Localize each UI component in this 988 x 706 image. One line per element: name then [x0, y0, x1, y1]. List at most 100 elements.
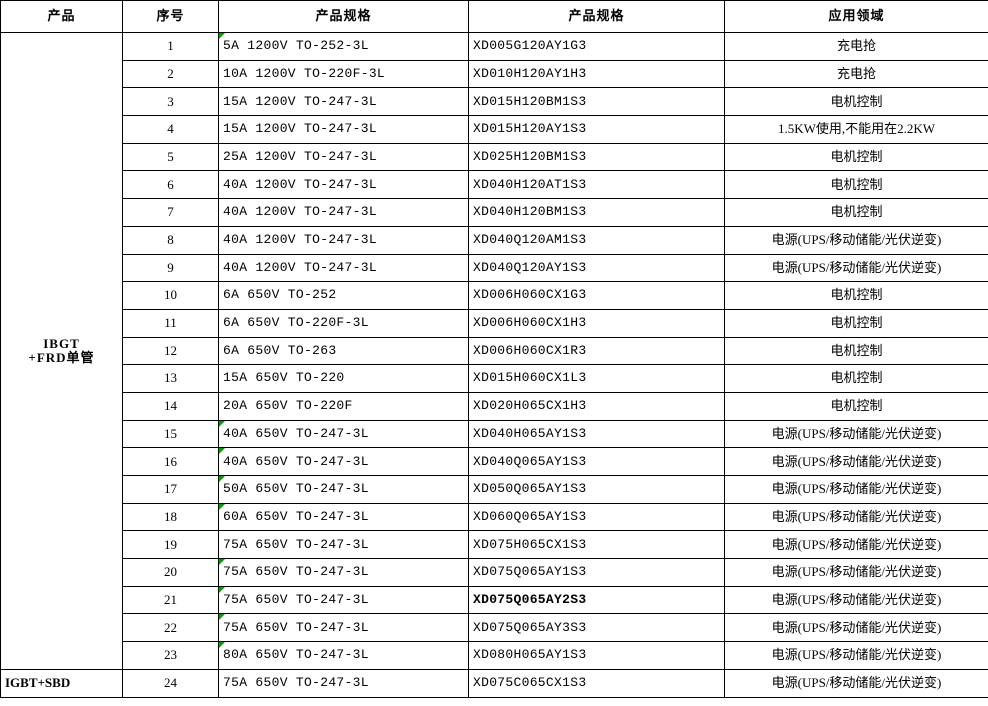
row-index-cell: 9 [122, 253, 219, 283]
column-header-index: 序号 [122, 0, 219, 33]
product-spec-cell: 60A 650V TO-247-3L [218, 502, 469, 532]
application-field-cell: 电源(UPS/移动储能/光伏逆变) [724, 225, 988, 255]
table-row: IGBT+SBD 24 75A 650V TO-247-3L XD075C065CX1… [0, 668, 988, 698]
application-field-cell: 电源(UPS/移动储能/光伏逆变) [724, 641, 988, 670]
application-field-cell: 电机控制 [724, 87, 988, 117]
table-row: 13 15A 650V TO-220 XD015H060CX1L3 电机控制 [1, 364, 988, 393]
product-spec-text: 25A 1200V TO-247-3L [223, 148, 377, 164]
product-model-cell: XD025H120BM1S3 [468, 142, 725, 172]
product-model-cell: XD006H060CX1G3 [468, 281, 725, 310]
product-spec-text: 6A 650V TO-252 [223, 287, 337, 303]
row-index-cell: 8 [122, 225, 219, 255]
product-model-cell: XD040Q120AY1S3 [468, 253, 725, 283]
row-index-cell: 17 [122, 475, 219, 504]
application-field-cell: 电源(UPS/移动储能/光伏逆变) [724, 613, 988, 643]
application-field-cell: 电源(UPS/移动储能/光伏逆变) [724, 419, 988, 449]
row-index-cell: 22 [122, 613, 219, 643]
table-row: 12 6A 650V TO-263 XD006H060CX1R3 电机控制 [1, 336, 988, 366]
table-row: 20 75A 650V TO-247-3L XD075Q065AY1S3 电源(UPS… [1, 558, 988, 587]
product-spec-cell: 25A 1200V TO-247-3L [218, 142, 469, 172]
product-spec-cell: 40A 650V TO-247-3L [218, 447, 469, 476]
table-row: 22 75A 650V TO-247-3L XD075Q065AY3S3 电源(UPS… [1, 613, 988, 643]
product-spec-text: 40A 1200V TO-247-3L [223, 232, 377, 247]
row-index-cell: 5 [122, 142, 219, 172]
row-index-cell: 23 [122, 641, 219, 670]
product-model-cell: XD040H120BM1S3 [468, 198, 725, 227]
product-model-cell: XD075Q065AY3S3 [468, 613, 725, 643]
table-row: 6 40A 1200V TO-247-3L XD040H120AT1S3 电机控制 [1, 170, 988, 200]
product-model-cell: XD040H120AT1S3 [468, 170, 725, 200]
product-model-cell: XD015H120BM1S3 [468, 87, 725, 117]
table-row: 8 40A 1200V TO-247-3L XD040Q120AM1S3 电源(UPS… [1, 225, 988, 255]
table-row: 15 40A 650V TO-247-3L XD040H065AY1S3 电源(UPS… [1, 419, 988, 449]
product-spec-cell: 10A 1200V TO-220F-3L [218, 59, 469, 89]
row-index-cell: 18 [122, 502, 219, 532]
table-row: 14 20A 650V TO-220F XD020H065CX1H3 电机控制 [1, 391, 988, 421]
column-header-model: 产品规格 [468, 0, 725, 33]
product-group-cell: IBGT +FRD单管 [0, 32, 123, 670]
application-field-cell: 电机控制 [724, 170, 988, 200]
application-field-cell: 电源(UPS/移动储能/光伏逆变) [724, 253, 988, 283]
product-spec-text: 80A 650V TO-247-3L [223, 647, 369, 663]
product-spec-cell: 75A 650V TO-247-3L [218, 613, 469, 643]
product-model-cell: XD040Q120AM1S3 [468, 225, 725, 255]
table-row: 21 75A 650V TO-247-3L XD075Q065AY2S3 电源(UPS… [1, 585, 988, 615]
product-spec-cell: 75A 650V TO-247-3L [218, 585, 469, 615]
product-group-label-line1: IBGT [43, 335, 80, 351]
application-field-cell: 电机控制 [724, 336, 988, 366]
application-field-cell: 电源(UPS/移动储能/光伏逆变) [724, 447, 988, 476]
application-field-cell: 电机控制 [724, 391, 988, 421]
product-model-cell: XD075Q065AY1S3 [468, 558, 725, 587]
product-spec-text: 75A 650V TO-247-3L [223, 675, 369, 690]
product-spec-cell: 40A 650V TO-247-3L [218, 419, 469, 449]
product-spec-cell: 80A 650V TO-247-3L [218, 641, 469, 670]
product-group-label-line2: +FRD单管 [28, 349, 95, 365]
product-spec-text: 6A 650V TO-220F-3L [223, 315, 369, 331]
product-group-cell: IGBT+SBD [0, 668, 123, 698]
product-spec-cell: 6A 650V TO-263 [218, 336, 469, 366]
table-row: 9 40A 1200V TO-247-3L XD040Q120AY1S3 电源(UPS… [1, 253, 988, 283]
product-spec-text: 75A 650V TO-247-3L [223, 591, 369, 607]
product-spec-cell: 6A 650V TO-252 [218, 281, 469, 310]
product-model-cell: XD040H065AY1S3 [468, 419, 725, 449]
row-index-cell: 1 [122, 32, 219, 61]
row-index-cell: 7 [122, 198, 219, 227]
product-spec-text: 50A 650V TO-247-3L [223, 481, 369, 497]
application-field-cell: 电源(UPS/移动储能/光伏逆变) [724, 585, 988, 615]
product-spec-cell: 40A 1200V TO-247-3L [218, 225, 469, 255]
product-spec-text: 15A 1200V TO-247-3L [223, 93, 377, 109]
product-model-cell: XD005G120AY1G3 [468, 32, 725, 61]
row-index-cell: 10 [122, 281, 219, 310]
row-index-cell: 24 [122, 668, 219, 698]
product-spec-cell: 15A 1200V TO-247-3L [218, 115, 469, 144]
product-spec-text: 40A 650V TO-247-3L [223, 425, 369, 441]
table-row: IBGT +FRD单管 1 5A 1200V TO-252-3L XD005G120AY… [0, 32, 988, 670]
product-spec-text: 15A 650V TO-220 [223, 370, 345, 386]
product-model-cell: XD020H065CX1H3 [468, 391, 725, 421]
row-index-cell: 2 [122, 59, 219, 89]
application-field-cell: 电机控制 [724, 142, 988, 172]
row-index-cell: 3 [122, 87, 219, 117]
product-spec-text: 6A 650V TO-263 [223, 342, 337, 358]
product-model-cell: XD075Q065AY2S3 [468, 585, 725, 615]
product-spec-text: 40A 650V TO-247-3L [223, 453, 369, 469]
table-row: 5 25A 1200V TO-247-3L XD025H120BM1S3 电机控制 [1, 142, 988, 172]
product-spec-text: 75A 650V TO-247-3L [223, 619, 369, 635]
table-row: 3 15A 1200V TO-247-3L XD015H120BM1S3 电机控制 [1, 87, 988, 117]
product-model-cell: XD010H120AY1H3 [468, 59, 725, 89]
table-row: 19 75A 650V TO-247-3L XD075H065CX1S3 电源(UPS… [1, 530, 988, 560]
product-model-cell: XD080H065AY1S3 [468, 641, 725, 670]
product-spec-text: 60A 650V TO-247-3L [223, 508, 369, 524]
row-index-cell: 14 [122, 391, 219, 421]
row-index-cell: 13 [122, 364, 219, 393]
application-field-cell: 电源(UPS/移动储能/光伏逆变) [724, 502, 988, 532]
application-field-cell: 充电抢 [724, 59, 988, 89]
row-index-cell: 19 [122, 530, 219, 560]
product-spec-cell: 15A 1200V TO-247-3L [218, 87, 469, 117]
product-spec-text: 10A 1200V TO-220F-3L [223, 65, 386, 81]
column-header-app: 应用领域 [724, 0, 988, 33]
application-field-cell: 电源(UPS/移动储能/光伏逆变) [724, 475, 988, 504]
application-field-cell: 电机控制 [724, 308, 988, 338]
row-index-cell: 4 [122, 115, 219, 144]
